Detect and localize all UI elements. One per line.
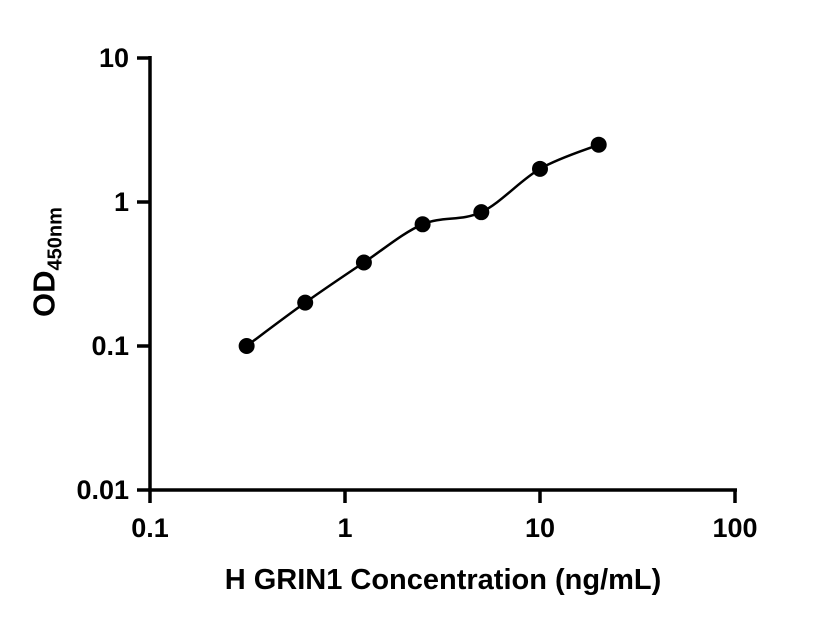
data-point — [355, 254, 372, 271]
y-tick-label: 1 — [114, 187, 129, 217]
y-tick-label: 0.1 — [91, 331, 129, 361]
data-point — [414, 216, 431, 233]
data-point — [238, 338, 255, 354]
y-tick-label: 10 — [99, 43, 129, 73]
data-point — [473, 204, 490, 221]
x-tick-label: 100 — [712, 513, 757, 543]
data-point — [590, 136, 607, 153]
y-tick-label: 0.01 — [76, 475, 129, 505]
y-axis-title-main: OD — [26, 270, 62, 317]
x-axis-title: H GRIN1 Concentration (ng/mL) — [224, 564, 662, 596]
y-axis-title-sub: 450nm — [44, 207, 67, 271]
x-tick-label: 10 — [525, 513, 555, 543]
data-point — [532, 160, 548, 177]
fit-line — [245, 143, 600, 348]
y-axis-title: OD450nm — [27, 207, 68, 317]
data-point — [297, 294, 314, 311]
x-tick-label: 0.1 — [131, 513, 169, 543]
x-tick-label: 1 — [337, 513, 352, 543]
